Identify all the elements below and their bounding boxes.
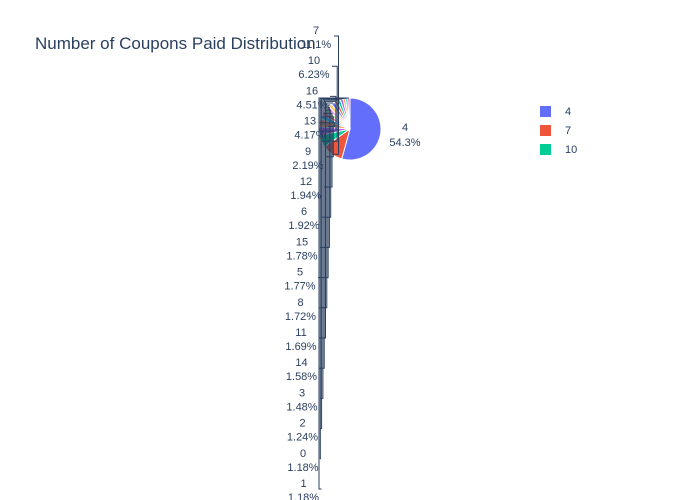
leader-line-16 xyxy=(319,95,337,132)
slice-percent-10: 6.23% xyxy=(298,69,329,81)
slice-label-13: 13 xyxy=(304,116,316,128)
slice-percent-2: 1.24% xyxy=(287,432,318,444)
slice-percent-0: 1.18% xyxy=(287,462,318,474)
legend-swatch-4[interactable] xyxy=(540,106,551,117)
slice-label-7: 7 xyxy=(313,25,319,37)
slice-label-9: 9 xyxy=(305,146,311,158)
slice-percent-5: 1.77% xyxy=(284,281,315,293)
slice-percent-15: 1.78% xyxy=(286,250,317,262)
slice-percent-12: 1.94% xyxy=(290,190,321,202)
slice-label-5: 5 xyxy=(297,267,303,279)
pie-slice-4[interactable] xyxy=(341,97,382,161)
slice-label-0: 0 xyxy=(300,448,306,460)
slice-label-6: 6 xyxy=(301,206,307,218)
slice-percent-13: 4.17% xyxy=(294,130,325,142)
slice-percent-11: 1.69% xyxy=(285,341,316,353)
legend: 4 7 10 xyxy=(540,106,577,156)
slice-label-16: 16 xyxy=(306,85,318,97)
slice-label-4: 4 xyxy=(402,122,408,134)
slice-percent-3: 1.48% xyxy=(286,401,317,413)
legend-label-10[interactable]: 10 xyxy=(565,144,577,156)
slice-label-10: 10 xyxy=(308,55,320,67)
slice-label-2: 2 xyxy=(299,418,305,430)
slice-percent-4: 54.3% xyxy=(389,137,420,149)
legend-swatch-7[interactable] xyxy=(540,125,551,136)
legend-label-7[interactable]: 7 xyxy=(565,125,571,137)
slice-label-12: 12 xyxy=(300,176,312,188)
slice-label-14: 14 xyxy=(295,357,307,369)
slice-percent-6: 1.92% xyxy=(288,220,319,232)
chart-title: Number of Coupons Paid Distribution xyxy=(35,34,316,53)
slice-label-8: 8 xyxy=(297,297,303,309)
slice-percent-9: 2.19% xyxy=(292,160,323,172)
slice-label-15: 15 xyxy=(296,236,308,248)
legend-swatch-10[interactable] xyxy=(540,144,551,155)
slice-label-11: 11 xyxy=(295,327,306,339)
slice-percent-7: 11.1% xyxy=(301,39,332,51)
slice-percent-8: 1.72% xyxy=(285,311,316,323)
leader-line-7 xyxy=(331,35,339,155)
leader-lines xyxy=(318,35,349,490)
slice-label-3: 3 xyxy=(299,387,305,399)
slice-percent-14: 1.58% xyxy=(286,371,317,383)
leader-line-1 xyxy=(318,97,349,490)
slice-percent-1: 1.18% xyxy=(288,492,319,500)
slice-label-1: 1 xyxy=(300,478,306,490)
legend-label-4[interactable]: 4 xyxy=(565,106,571,118)
slice-labels: 454.3%711.1%106.23%164.51%134.17%92.19%1… xyxy=(284,25,420,500)
slice-percent-16: 4.51% xyxy=(296,99,327,111)
leader-line-11 xyxy=(319,100,336,339)
